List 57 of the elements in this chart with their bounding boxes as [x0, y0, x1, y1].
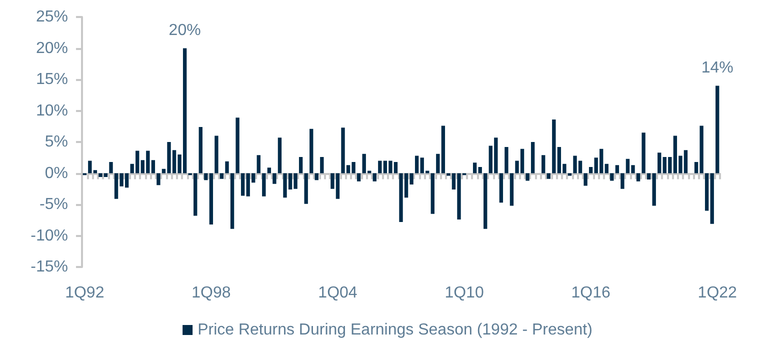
bar	[314, 173, 318, 180]
y-tick-label: -5%	[40, 196, 68, 213]
bar	[499, 173, 504, 203]
bar	[658, 152, 662, 174]
y-tick-label: -15%	[30, 258, 68, 276]
bar	[610, 173, 614, 181]
bar	[230, 173, 234, 229]
bar	[484, 173, 488, 229]
y-tick-label: 5%	[44, 134, 68, 150]
bar	[310, 128, 314, 174]
bar	[236, 118, 240, 174]
bar	[604, 164, 608, 174]
bar	[356, 173, 361, 182]
bar	[636, 173, 640, 182]
x-tick-label: 1Q22	[698, 284, 738, 302]
bar	[156, 173, 160, 186]
bar	[198, 127, 202, 174]
bar	[272, 173, 276, 184]
bar	[225, 161, 229, 174]
bar	[584, 173, 588, 186]
bar	[304, 173, 308, 204]
bar	[642, 132, 646, 174]
bar	[320, 157, 324, 174]
bar	[262, 173, 266, 196]
bar	[568, 173, 572, 176]
bar	[256, 155, 260, 174]
data-label: 20%	[168, 22, 201, 39]
bar	[546, 173, 550, 179]
y-tick-label: -10%	[30, 227, 68, 244]
x-tick-label: 1Q98	[192, 284, 231, 302]
legend-label: Price Returns During Earnings Season (1992 - Present)	[198, 322, 592, 338]
bar	[615, 165, 620, 174]
x-tick-label: 1Q10	[444, 284, 484, 302]
bar	[298, 157, 303, 174]
y-tick-label: 15%	[36, 71, 68, 88]
bar	[542, 155, 546, 174]
bar	[267, 168, 272, 174]
bar	[214, 136, 218, 174]
bar	[510, 173, 514, 206]
bar	[716, 86, 720, 174]
x-tick-label: 1Q16	[571, 284, 610, 302]
y-tick-label: 20%	[36, 40, 68, 57]
bar	[504, 147, 508, 174]
y-tick-label: 10%	[36, 102, 68, 120]
bar	[430, 173, 434, 214]
bar	[530, 142, 535, 174]
data-label: 14%	[701, 59, 734, 76]
bar	[278, 138, 282, 174]
x-tick-label: 1Q04	[318, 284, 358, 302]
bar	[526, 173, 530, 181]
bar	[372, 173, 376, 182]
bar	[620, 173, 624, 189]
y-tick-label: 0%	[44, 164, 68, 182]
y-tick-label: 25%	[36, 8, 68, 26]
bar	[109, 162, 113, 174]
bar	[220, 173, 224, 179]
x-tick-label: 1Q92	[65, 284, 104, 302]
